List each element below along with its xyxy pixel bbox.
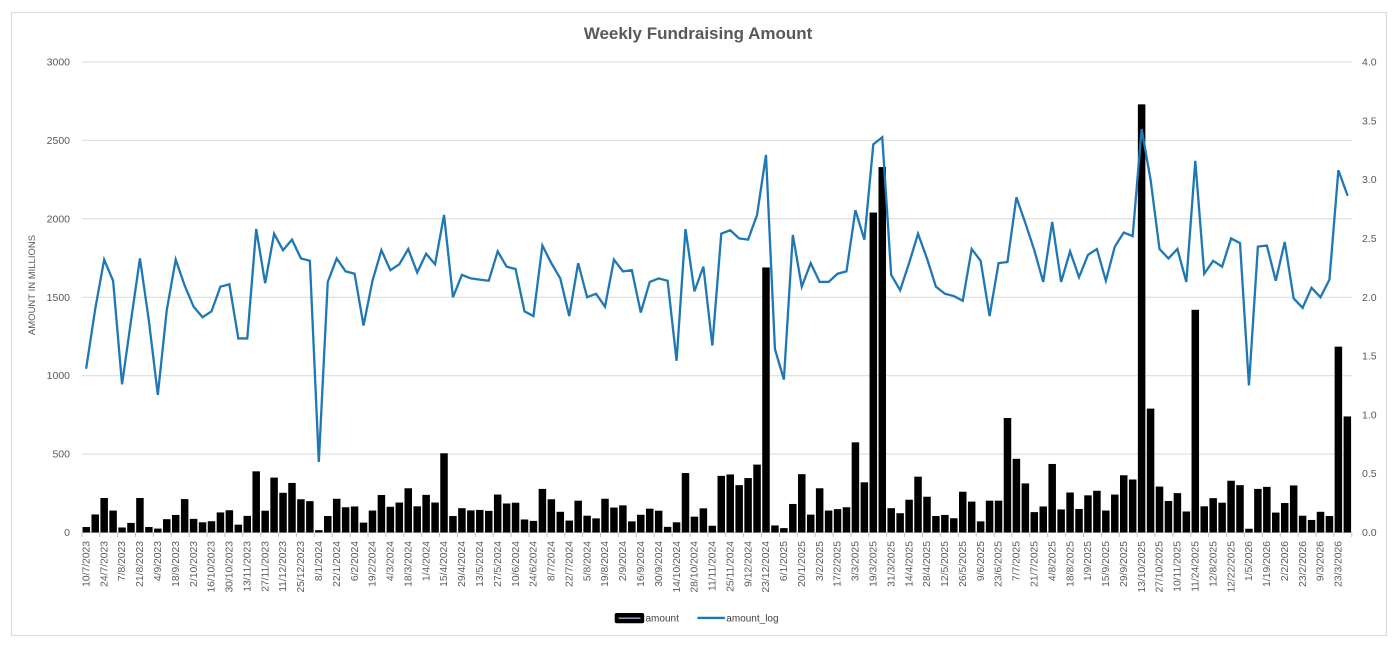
svg-text:9/3/2026: 9/3/2026 [1316, 541, 1327, 581]
svg-text:13/11/2023: 13/11/2023 [243, 541, 254, 592]
svg-text:amount: amount [646, 614, 680, 625]
svg-text:18/3/2024: 18/3/2024 [403, 541, 414, 587]
svg-text:2.5: 2.5 [1362, 233, 1377, 245]
svg-text:18/8/2025: 18/8/2025 [1065, 541, 1076, 587]
svg-text:22/1/2024: 22/1/2024 [332, 541, 343, 587]
svg-text:30/9/2024: 30/9/2024 [654, 541, 665, 587]
svg-text:7/7/2025: 7/7/2025 [1012, 541, 1023, 581]
svg-text:13/5/2024: 13/5/2024 [475, 541, 486, 587]
svg-text:4.0: 4.0 [1362, 57, 1377, 69]
svg-text:4/3/2024: 4/3/2024 [386, 541, 397, 581]
svg-text:13/10/2025: 13/10/2025 [1137, 541, 1148, 593]
svg-text:5/8/2024: 5/8/2024 [582, 541, 593, 581]
svg-text:7/8/2023: 7/8/2023 [117, 541, 128, 581]
svg-text:30/10/2023: 30/10/2023 [225, 541, 236, 593]
svg-text:1/19/2026: 1/19/2026 [1262, 541, 1273, 587]
svg-text:20/1/2025: 20/1/2025 [797, 541, 808, 587]
svg-text:23/6/2025: 23/6/2025 [994, 541, 1005, 587]
svg-text:3/2/2025: 3/2/2025 [815, 541, 826, 581]
svg-text:21/8/2023: 21/8/2023 [135, 541, 146, 587]
svg-text:2/9/2024: 2/9/2024 [618, 541, 629, 581]
svg-text:25/11/2024: 25/11/2024 [725, 541, 736, 592]
svg-text:8/7/2024: 8/7/2024 [547, 541, 558, 581]
svg-text:2000: 2000 [47, 213, 71, 225]
svg-text:11/11/2024: 11/11/2024 [708, 541, 719, 591]
svg-text:2/2/2026: 2/2/2026 [1280, 541, 1291, 581]
svg-text:3.0: 3.0 [1362, 174, 1377, 186]
svg-text:12/8/2025: 12/8/2025 [1208, 541, 1219, 587]
svg-text:8/1/2024: 8/1/2024 [314, 541, 325, 581]
svg-text:2.0: 2.0 [1362, 292, 1377, 304]
svg-text:28/10/2024: 28/10/2024 [690, 541, 701, 593]
svg-text:11/24/2025: 11/24/2025 [1191, 541, 1202, 592]
svg-text:31/3/2025: 31/3/2025 [886, 541, 897, 587]
svg-text:12/22/2025: 12/22/2025 [1226, 541, 1237, 593]
svg-text:9/6/2025: 9/6/2025 [976, 541, 987, 581]
svg-text:12/5/2025: 12/5/2025 [940, 541, 951, 587]
svg-text:14/4/2025: 14/4/2025 [904, 541, 915, 587]
svg-text:16/9/2024: 16/9/2024 [636, 541, 647, 587]
svg-text:22/7/2024: 22/7/2024 [564, 541, 575, 587]
svg-text:24/6/2024: 24/6/2024 [529, 541, 540, 587]
svg-text:amount_log: amount_log [726, 614, 778, 625]
svg-text:17/2/2025: 17/2/2025 [833, 541, 844, 587]
svg-text:23/2/2026: 23/2/2026 [1298, 541, 1309, 587]
svg-text:1000: 1000 [47, 370, 71, 382]
svg-text:14/10/2024: 14/10/2024 [672, 541, 683, 593]
svg-text:28/4/2025: 28/4/2025 [922, 541, 933, 587]
svg-text:6/1/2025: 6/1/2025 [779, 541, 790, 581]
svg-text:15/4/2024: 15/4/2024 [439, 541, 450, 587]
svg-text:27/10/2025: 27/10/2025 [1155, 541, 1166, 593]
svg-text:3.5: 3.5 [1362, 115, 1377, 127]
svg-text:4/8/2025: 4/8/2025 [1047, 541, 1058, 581]
svg-text:2500: 2500 [47, 135, 71, 147]
svg-text:10/6/2024: 10/6/2024 [511, 541, 522, 587]
svg-text:24/7/2023: 24/7/2023 [99, 541, 110, 587]
svg-text:1/4/2024: 1/4/2024 [421, 541, 432, 581]
svg-text:25/12/2023: 25/12/2023 [296, 541, 307, 593]
svg-text:0.0: 0.0 [1362, 527, 1377, 539]
svg-text:4/9/2023: 4/9/2023 [153, 541, 164, 581]
svg-text:1500: 1500 [47, 292, 71, 304]
svg-text:6/2/2024: 6/2/2024 [350, 541, 361, 581]
svg-text:23/3/2026: 23/3/2026 [1334, 541, 1345, 587]
svg-text:27/5/2024: 27/5/2024 [493, 541, 504, 587]
svg-text:19/8/2024: 19/8/2024 [600, 541, 611, 587]
svg-text:29/4/2024: 29/4/2024 [457, 541, 468, 587]
svg-text:19/3/2025: 19/3/2025 [869, 541, 880, 587]
svg-text:3000: 3000 [47, 57, 71, 69]
svg-text:1/9/2025: 1/9/2025 [1083, 541, 1094, 581]
svg-text:19/2/2024: 19/2/2024 [368, 541, 379, 587]
svg-text:21/7/2025: 21/7/2025 [1030, 541, 1041, 587]
svg-text:Weekly Fundraising Amount: Weekly Fundraising Amount [584, 24, 813, 43]
svg-text:26/5/2025: 26/5/2025 [958, 541, 969, 587]
svg-text:11/12/2023: 11/12/2023 [278, 541, 289, 592]
svg-text:AMOUNT IN MILLIONS: AMOUNT IN MILLIONS [27, 235, 38, 335]
svg-text:3/3/2025: 3/3/2025 [851, 541, 862, 581]
svg-text:29/9/2025: 29/9/2025 [1119, 541, 1130, 587]
svg-text:27/11/2023: 27/11/2023 [260, 541, 271, 592]
svg-text:15/9/2025: 15/9/2025 [1101, 541, 1112, 587]
svg-text:1/5/2026: 1/5/2026 [1244, 541, 1255, 581]
svg-text:1.5: 1.5 [1362, 351, 1377, 363]
svg-text:16/10/2023: 16/10/2023 [207, 541, 218, 593]
svg-text:1.0: 1.0 [1362, 409, 1377, 421]
svg-text:18/9/2023: 18/9/2023 [171, 541, 182, 587]
svg-text:23/12/2024: 23/12/2024 [761, 541, 772, 593]
svg-text:0: 0 [64, 527, 70, 539]
svg-text:500: 500 [52, 449, 70, 461]
svg-text:0.5: 0.5 [1362, 468, 1377, 480]
svg-text:9/12/2024: 9/12/2024 [743, 541, 754, 587]
svg-text:2/10/2023: 2/10/2023 [189, 541, 200, 587]
svg-text:10/7/2023: 10/7/2023 [82, 541, 93, 587]
svg-text:10/11/2025: 10/11/2025 [1173, 541, 1184, 592]
